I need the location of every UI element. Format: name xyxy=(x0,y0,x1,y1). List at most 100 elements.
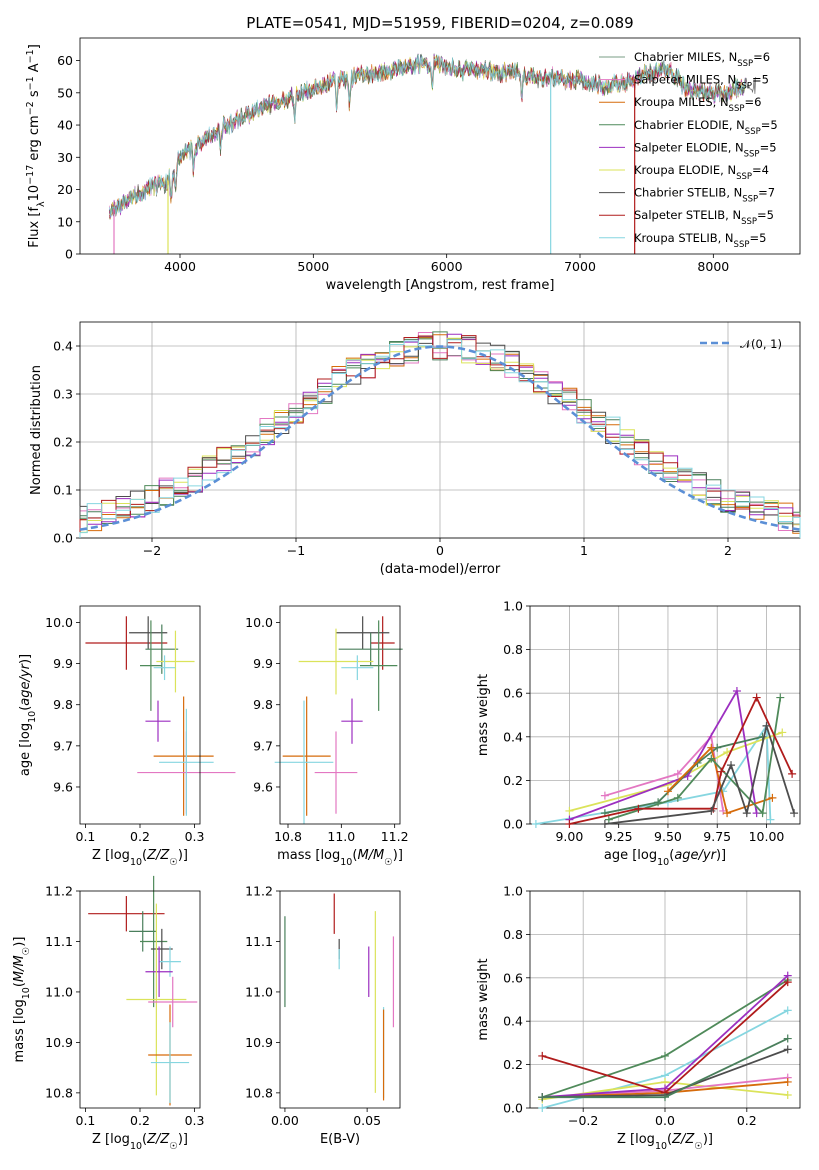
x-tick-label: 9.50 xyxy=(654,829,682,844)
mass-vs-metallicity-panel: 0.1 0.2 0.3 10.8 10.9 11.0 11.1 11.2 Z [log10(Z/… xyxy=(12,875,205,1152)
weight-marker xyxy=(693,758,702,767)
weight-marker xyxy=(707,754,716,763)
legend-entry: Chabrier MILES, NSSP=6 xyxy=(634,50,770,69)
weight-line-chabrier-stelib xyxy=(604,722,795,825)
axes-frame xyxy=(529,605,801,825)
weight-marker xyxy=(790,809,799,818)
y-tick-label: 0.2 xyxy=(53,435,73,450)
weight-marker xyxy=(661,1051,669,1060)
age-vs-mass-panel: 10.8 11.0 11.2 9.6 9.7 9.8 9.9 10.0 mass [log10(… xyxy=(245,605,409,868)
x-tick-label: 0.3 xyxy=(185,1113,205,1128)
weight-marker xyxy=(783,1090,792,1099)
legend-entry: Kroupa ELODIE, NSSP=4 xyxy=(634,163,769,182)
y-tick-label: 10.9 xyxy=(45,1035,73,1050)
axes-frame xyxy=(529,890,801,1109)
weight-marker xyxy=(717,767,726,776)
figure-title: PLATE=0541, MJD=51959, FIBERID=0204, z=0… xyxy=(246,14,633,32)
weight-marker xyxy=(565,806,574,815)
x-tick-label: 0.1 xyxy=(76,829,96,844)
y-axis-label: mass weight xyxy=(476,958,491,1040)
weight-marker xyxy=(783,1045,792,1054)
weight-marker xyxy=(673,793,682,802)
x-tick-label: 0.0 xyxy=(655,1113,675,1128)
mass-vs-ebv-panel: 0.00 0.05 10.8 10.9 11.0 11.1 11.2 E(B-V) xyxy=(245,884,401,1147)
y-tick-label: 50 xyxy=(57,85,73,100)
y-tick-label: 0.2 xyxy=(503,773,523,788)
y-tick-label: 0.6 xyxy=(503,686,523,701)
weight-marker xyxy=(600,820,609,828)
y-tick-label: 9.6 xyxy=(53,779,73,794)
y-tick-label: 11.1 xyxy=(245,934,273,949)
x-tick-label: 7000 xyxy=(564,259,596,274)
axes-frame xyxy=(79,890,201,1109)
axes-frame xyxy=(79,37,801,255)
axes-frame xyxy=(79,321,801,539)
legend-entry: Salpeter MILES, NSSP=5 xyxy=(634,73,769,92)
x-tick-label: −2 xyxy=(143,543,161,558)
y-tick-label: 0.0 xyxy=(503,1101,523,1116)
y-tick-label: 0.6 xyxy=(503,970,523,985)
weight-marker xyxy=(634,804,643,813)
x-tick-label: 8000 xyxy=(697,259,729,274)
y-tick-label: 9.7 xyxy=(53,738,73,753)
x-axis-label: mass [log10(M/M☉)] xyxy=(277,848,403,868)
weight-marker xyxy=(758,809,767,818)
weight-marker xyxy=(762,721,771,730)
weight-marker xyxy=(707,743,716,752)
weight-marker xyxy=(604,815,613,824)
weight-marker xyxy=(565,820,574,828)
residuals-panel: −2 −1 0 1 2 0.0 0.1 0.2 0.3 0.4 𝒩(0, 1) (data-model… xyxy=(29,321,801,577)
legend-entry: Salpeter STELIB, NSSP=5 xyxy=(634,208,774,227)
weight-marker xyxy=(783,978,792,987)
weight-marker xyxy=(783,1034,792,1043)
x-axis-label: wavelength [Angstrom, rest frame] xyxy=(326,278,555,293)
y-tick-label: 1.0 xyxy=(503,884,523,899)
y-axis-label: age [log10(age/yr)] xyxy=(18,654,38,776)
x-axis-label: (data-model)/error xyxy=(380,562,501,577)
legend-entry: Chabrier STELIB, NSSP=7 xyxy=(634,186,775,205)
y-tick-label: 9.9 xyxy=(53,656,73,671)
x-tick-label: 9.25 xyxy=(605,829,633,844)
y-tick-label: 0.0 xyxy=(503,817,523,832)
normal-curve xyxy=(79,345,801,531)
x-tick-label: 10.00 xyxy=(749,829,785,844)
weight-marker xyxy=(707,806,716,815)
weight-marker xyxy=(723,809,732,818)
weight-marker xyxy=(742,809,751,818)
weight-marker xyxy=(783,1006,792,1015)
histogram-salpeter-stelib xyxy=(79,335,801,538)
weight-marker xyxy=(538,1093,547,1102)
weight-marker xyxy=(788,769,797,778)
weights-vs-age-panel: 9.00 9.25 9.50 9.75 10.00 0.0 0.2 0.4 0.6 0.8 1.0 a… xyxy=(476,599,801,868)
x-tick-label: 0.2 xyxy=(130,829,150,844)
x-tick-label: 0.3 xyxy=(185,829,205,844)
y-tick-label: 0 xyxy=(65,247,73,262)
y-tick-label: 0.3 xyxy=(53,387,73,402)
y-tick-label: 9.8 xyxy=(53,697,73,712)
y-tick-label: 30 xyxy=(57,150,73,165)
x-tick-label: 0 xyxy=(436,543,444,558)
y-tick-label: 11.2 xyxy=(245,884,273,899)
y-tick-label: 0.2 xyxy=(503,1057,523,1072)
weight-line-salpeter-elodie xyxy=(569,688,758,821)
y-tick-label: 9.9 xyxy=(253,656,273,671)
y-tick-label: 10.8 xyxy=(45,1085,73,1100)
x-tick-label: 5000 xyxy=(297,259,329,274)
y-tick-label: 10.0 xyxy=(45,615,73,630)
y-tick-label: 0.8 xyxy=(503,642,523,657)
y-axis-label: Flux [fλ10−17 erg cm−2 s−1 A−1] xyxy=(25,44,47,248)
weight-marker xyxy=(673,769,682,778)
weight-marker xyxy=(752,693,761,702)
x-axis-label: age [log10(age/yr)] xyxy=(604,848,726,868)
y-tick-label: 40 xyxy=(57,118,73,133)
y-tick-label: 0.4 xyxy=(53,339,73,354)
spectrum-line-kroupa-stelib xyxy=(108,54,746,218)
y-axis-label: mass [log10(M/M☉)] xyxy=(12,937,32,1063)
age-vs-metallicity-panel: 0.1 0.2 0.3 9.6 9.7 9.8 9.9 10.0 Z [log10(Z/Z☉)]… xyxy=(18,605,236,868)
x-tick-label: 0.1 xyxy=(76,1113,96,1128)
y-tick-label: 9.7 xyxy=(253,738,273,753)
y-axis-label: mass weight xyxy=(476,674,491,756)
weight-marker xyxy=(661,1093,669,1102)
spectrum-line-chabrier-miles xyxy=(108,53,746,217)
